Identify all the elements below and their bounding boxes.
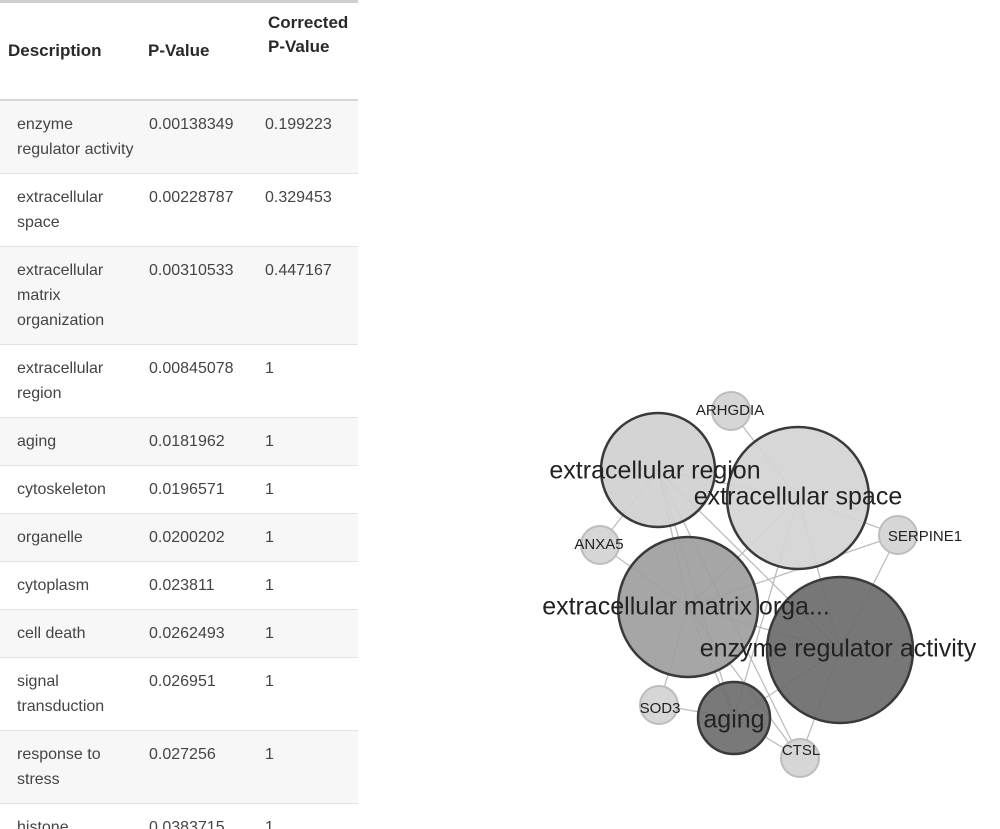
cell-corrected-pvalue: 1 <box>260 657 358 731</box>
table-row[interactable]: extracellular matrix organization 0.0031… <box>0 246 358 345</box>
column-header-pvalue[interactable]: P-Value <box>140 3 260 101</box>
network-labels: ARHGDIA ANXA5 SERPINE1 SOD3 CTSL extracellula… <box>542 402 977 759</box>
cell-corrected-pvalue: 0.447167 <box>260 246 358 345</box>
cell-pvalue: 0.00138349 <box>140 99 260 174</box>
cell-pvalue: 0.00310533 <box>140 246 260 345</box>
network-nodes <box>580 391 918 778</box>
term-node-label: extracellular space <box>694 483 902 511</box>
term-node-label: extracellular matrix orga... <box>542 593 830 621</box>
cell-description: cytoskeleton <box>0 465 140 514</box>
table-row[interactable]: extracellular space 0.00228787 0.329453 <box>0 173 358 247</box>
cell-corrected-pvalue: 1 <box>260 344 358 418</box>
table-row[interactable]: signal transduction 0.026951 1 <box>0 657 358 731</box>
term-node-aging[interactable] <box>696 680 772 756</box>
term-node-extracellular-region[interactable] <box>599 411 717 529</box>
cell-pvalue: 0.0181962 <box>140 417 260 466</box>
cell-corrected-pvalue: 1 <box>260 417 358 466</box>
column-header-description[interactable]: Description <box>0 3 140 101</box>
cell-corrected-pvalue: 1 <box>260 730 358 804</box>
gene-node-anxa5[interactable] <box>580 525 620 565</box>
table-row[interactable]: enzyme regulator activity 0.00138349 0.1… <box>0 99 358 174</box>
cell-description: signal transduction <box>0 657 140 731</box>
enrichment-table: Description P-Value Corrected P-Value en… <box>0 3 358 829</box>
cell-pvalue: 0.027256 <box>140 730 260 804</box>
term-node-enzyme-regulator[interactable] <box>765 575 915 725</box>
cell-corrected-pvalue: 1 <box>260 609 358 658</box>
column-header-corrected-line2: P-Value <box>268 37 330 56</box>
table-top-rule <box>0 0 358 3</box>
gene-node-ctsl[interactable] <box>780 738 820 778</box>
gene-node-label: SOD3 <box>640 700 681 717</box>
cell-pvalue: 0.0383715 <box>140 803 260 829</box>
network-canvas: ARHGDIA ANXA5 SERPINE1 SOD3 CTSL extracellula… <box>542 391 977 778</box>
cell-pvalue: 0.026951 <box>140 657 260 731</box>
gene-node-serpine1[interactable] <box>878 515 918 555</box>
cell-corrected-pvalue: 1 <box>260 513 358 562</box>
column-header-corrected-line1: Corrected <box>268 13 349 32</box>
table-row[interactable]: response to stress 0.027256 1 <box>0 730 358 804</box>
term-node-label: extracellular region <box>549 457 760 485</box>
cell-pvalue: 0.00228787 <box>140 173 260 247</box>
cell-corrected-pvalue: 0.199223 <box>260 99 358 174</box>
cell-pvalue: 0.0262493 <box>140 609 260 658</box>
cell-description: histone <box>0 803 140 829</box>
table-row[interactable]: organelle 0.0200202 1 <box>0 513 358 562</box>
table-row[interactable]: aging 0.0181962 1 <box>0 417 358 466</box>
table-row[interactable]: cell death 0.0262493 1 <box>0 609 358 658</box>
table-row[interactable]: cytoskeleton 0.0196571 1 <box>0 465 358 514</box>
enrichment-network-graph: ARHGDIA ANXA5 SERPINE1 SOD3 CTSL extracellula… <box>500 380 1000 800</box>
cell-description: enzyme regulator activity <box>0 99 140 174</box>
gene-node-arhgdia[interactable] <box>711 391 751 431</box>
cell-description: response to stress <box>0 730 140 804</box>
cell-pvalue: 0.023811 <box>140 561 260 610</box>
gene-node-label: ANXA5 <box>574 536 623 553</box>
cell-description: cytoplasm <box>0 561 140 610</box>
cell-corrected-pvalue: 1 <box>260 803 358 829</box>
cell-pvalue: 0.0196571 <box>140 465 260 514</box>
column-header-pvalue-label: P-Value <box>148 41 210 60</box>
column-header-description-label: Description <box>8 41 102 60</box>
gene-node-sod3[interactable] <box>639 685 679 725</box>
cell-corrected-pvalue: 1 <box>260 465 358 514</box>
cell-corrected-pvalue: 1 <box>260 561 358 610</box>
term-node-label: enzyme regulator activity <box>700 635 977 663</box>
cell-description: aging <box>0 417 140 466</box>
cell-corrected-pvalue: 0.329453 <box>260 173 358 247</box>
table-header-row: Description P-Value Corrected P-Value <box>0 3 358 101</box>
cell-description: organelle <box>0 513 140 562</box>
enrichment-table-panel: Description P-Value Corrected P-Value en… <box>0 0 360 829</box>
table-row[interactable]: extracellular region 0.00845078 1 <box>0 344 358 418</box>
cell-description: extracellular matrix organization <box>0 246 140 345</box>
cell-pvalue: 0.00845078 <box>140 344 260 418</box>
cell-description: extracellular region <box>0 344 140 418</box>
cell-description: extracellular space <box>0 173 140 247</box>
term-node-extracellular-matrix[interactable] <box>616 535 760 679</box>
gene-node-label: CTSL <box>782 742 820 759</box>
table-row[interactable]: cytoplasm 0.023811 1 <box>0 561 358 610</box>
column-header-corrected-pvalue[interactable]: Corrected P-Value <box>260 3 358 101</box>
term-node-extracellular-space[interactable] <box>725 425 871 571</box>
term-node-label: aging <box>703 706 764 734</box>
cell-pvalue: 0.0200202 <box>140 513 260 562</box>
gene-node-label: ARHGDIA <box>696 402 764 419</box>
gene-node-label: SERPINE1 <box>888 528 962 545</box>
cell-description: cell death <box>0 609 140 658</box>
table-row[interactable]: histone 0.0383715 1 <box>0 803 358 829</box>
